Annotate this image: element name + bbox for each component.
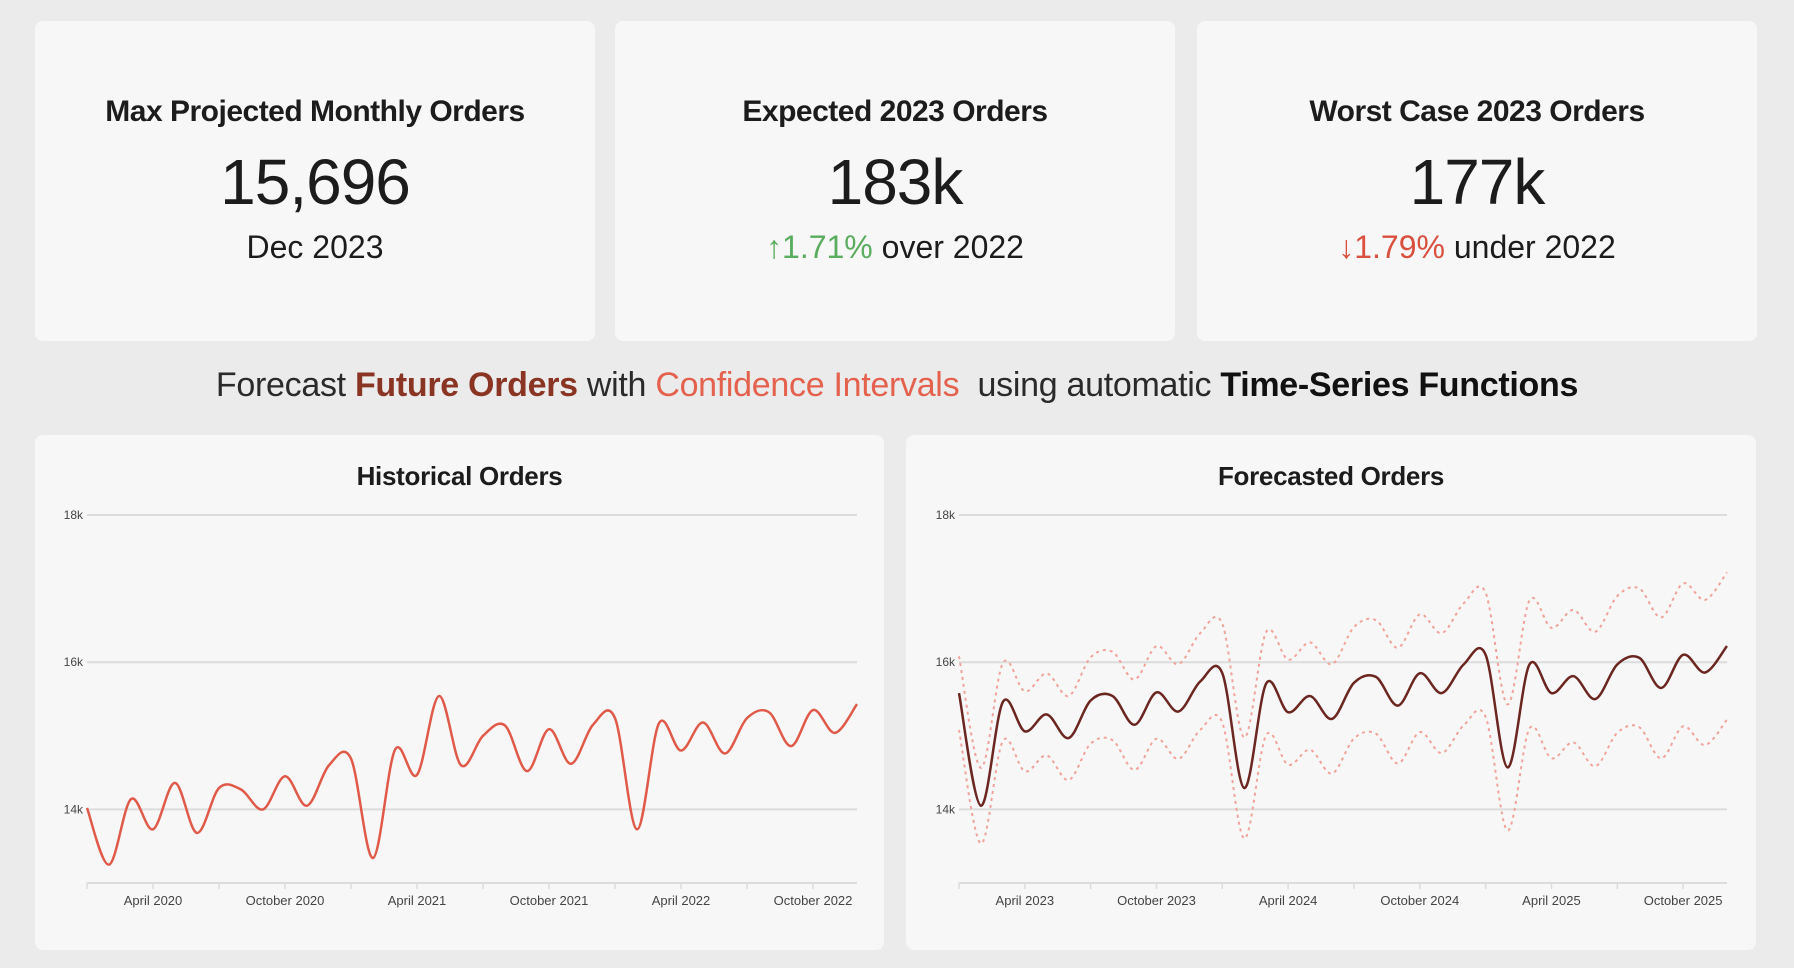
kpi-card-max-projected: Max Projected Monthly Orders 15,696 Dec … — [35, 21, 595, 341]
forecasted-orders-chart: Forecasted Orders 14k 16k 18k April 2023 Oct… — [906, 435, 1756, 950]
x-tick-label: April 2022 — [652, 893, 711, 908]
y-tick-label: 16k — [64, 655, 84, 669]
kpi-change: ↑1.71% over 2022 — [615, 229, 1175, 266]
chart-title: Historical Orders — [356, 461, 563, 491]
historical-orders-plot: 14k 16k 18k April 2020 October 2020 April 202… — [64, 508, 859, 908]
x-tick-label: April 2021 — [388, 893, 447, 908]
x-tick-label: April 2023 — [996, 893, 1055, 908]
chart-title: Forecasted Orders — [1217, 461, 1445, 491]
tagline-confidence-intervals: Confidence Intervals — [655, 366, 960, 404]
kpi-value: 15,696 — [220, 146, 411, 218]
kpi-subtitle: Dec 2023 — [246, 229, 384, 265]
x-tick-label: October 2022 — [774, 893, 853, 908]
kpi-card-expected: Expected 2023 Orders 183k ↑1.71% over 20… — [615, 21, 1175, 341]
tagline-time-series: Time-Series Functions — [1220, 366, 1579, 404]
tagline: Forecast Future Orders with Confidence I… — [0, 366, 1794, 405]
kpi-card-worst-case: Worst Case 2023 Orders 177k ↓1.79% under… — [1197, 21, 1757, 341]
tagline-future-orders: Future Orders — [354, 366, 578, 404]
change-percent: 1.71% — [782, 229, 873, 265]
y-tick-label: 18k — [64, 508, 84, 522]
kpi-title: Worst Case 2023 Orders — [1309, 95, 1645, 128]
x-tick-label: October 2024 — [1380, 893, 1459, 908]
y-tick-label: 16k — [936, 655, 956, 669]
tagline-text: using automatic — [959, 366, 1221, 404]
arrow-down-icon: ↓ — [1338, 229, 1355, 265]
tagline-text: with — [577, 366, 656, 404]
change-text: under 2022 — [1453, 229, 1616, 265]
x-tick-label: October 2025 — [1644, 893, 1723, 908]
kpi-value: 177k — [1409, 146, 1546, 218]
series-line-forecast — [957, 645, 1729, 807]
series-line-lower-bound — [958, 708, 1728, 845]
change-text: over 2022 — [881, 229, 1024, 265]
x-tick-label: April 2024 — [1259, 893, 1318, 908]
y-tick-label: 18k — [936, 508, 956, 522]
kpi-title: Expected 2023 Orders — [742, 95, 1048, 128]
x-tick-label: October 2020 — [246, 893, 325, 908]
arrow-up-icon: ↑ — [766, 229, 783, 265]
forecasted-orders-plot: 14k 16k 18k April 2023 October 2023 April 202… — [936, 508, 1729, 908]
change-percent: 1.79% — [1354, 229, 1445, 265]
tagline-text: Forecast — [215, 366, 355, 404]
kpi-title: Max Projected Monthly Orders — [105, 95, 525, 128]
x-tick-label: October 2023 — [1117, 893, 1196, 908]
x-tick-label: April 2025 — [1522, 893, 1581, 908]
series-line-orders — [85, 694, 859, 866]
kpi-value: 183k — [827, 146, 964, 218]
x-tick-label: October 2021 — [510, 893, 589, 908]
kpi-change: ↓1.79% under 2022 — [1197, 229, 1757, 266]
y-tick-label: 14k — [936, 802, 956, 816]
x-tick-label: April 2020 — [124, 893, 183, 908]
y-tick-label: 14k — [64, 802, 84, 816]
historical-orders-chart: Historical Orders 14k 16k 18k April 2020 Oct… — [35, 435, 884, 950]
